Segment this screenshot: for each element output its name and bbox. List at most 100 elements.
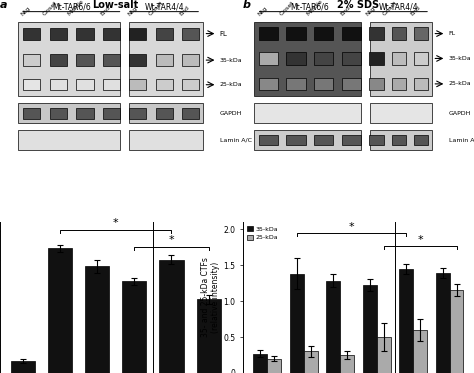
Bar [314,52,333,65]
Text: 35-kDa: 35-kDa [219,57,242,63]
Bar [155,79,173,90]
Bar [76,107,94,119]
Text: End: End [100,5,111,17]
Text: GAPDH: GAPDH [219,110,242,116]
Text: Wt-TAR4/4: Wt-TAR4/4 [145,2,184,11]
Text: Low-salt: Low-salt [92,0,139,10]
Bar [129,54,146,66]
Bar [377,337,391,373]
Bar [314,27,333,40]
Bar [414,78,428,90]
Bar [369,135,384,145]
Bar [122,281,146,373]
Bar [363,285,377,373]
Bar [258,52,278,65]
Bar [129,22,203,97]
Text: Onset: Onset [42,0,58,17]
Text: Middle: Middle [67,0,85,17]
Bar [76,28,94,40]
Text: a: a [0,0,8,10]
Text: Mt-TAR6/6: Mt-TAR6/6 [52,2,91,11]
Bar [76,79,94,90]
Text: Ntg: Ntg [365,5,376,17]
Text: 25-kDa: 25-kDa [219,82,242,87]
Bar [129,103,203,123]
Text: Ntg: Ntg [20,5,32,17]
Legend: 35-kDa, 25-kDa: 35-kDa, 25-kDa [246,225,279,242]
Text: *: * [113,219,118,228]
Bar [286,135,306,145]
Text: Ntg: Ntg [127,5,138,17]
Text: FL: FL [219,31,228,37]
Text: GAPDH: GAPDH [448,110,471,116]
Bar [255,103,361,123]
Bar [18,103,120,123]
Bar [23,107,40,119]
Text: Middle: Middle [306,0,324,17]
Bar [258,78,278,90]
Text: *: * [417,235,423,245]
Bar [414,27,428,40]
Bar [267,358,281,373]
Text: End: End [178,5,191,17]
Bar [182,54,199,66]
Bar [286,52,306,65]
Text: Onset: Onset [279,0,296,17]
Bar [197,299,221,373]
Text: Onset: Onset [382,0,399,17]
Bar [103,28,120,40]
Bar [258,27,278,40]
Text: *: * [169,235,174,245]
Text: 2% SDS: 2% SDS [337,0,380,10]
Text: Lamin A/C: Lamin A/C [448,137,474,142]
Bar [129,107,146,119]
Text: *: * [349,222,354,232]
Bar [342,78,361,90]
Bar [255,130,361,150]
Text: FL: FL [448,31,456,36]
Bar [392,52,406,65]
Bar [18,130,120,150]
Bar [103,54,120,66]
Bar [340,355,354,373]
Text: Wt-TAR4/4: Wt-TAR4/4 [379,2,419,11]
Bar [342,135,361,145]
Bar [369,78,384,90]
Bar [129,79,146,90]
Bar [258,135,278,145]
Bar [255,22,361,97]
Bar [414,135,428,145]
Text: b: b [243,0,251,10]
Bar [159,260,183,373]
Text: Onset: Onset [147,0,164,17]
Bar [369,52,384,65]
Bar [314,78,333,90]
Bar [369,27,384,40]
Bar [50,28,67,40]
Text: Ntg: Ntg [257,5,268,17]
Bar [23,54,40,66]
Bar [314,135,333,145]
Bar [399,269,413,373]
Bar [342,27,361,40]
Bar [450,290,464,373]
Bar [50,107,67,119]
Bar [414,52,428,65]
Bar [103,107,120,119]
Bar [155,28,173,40]
Bar [155,54,173,66]
Bar [304,351,318,373]
Text: 35-kDa: 35-kDa [448,56,471,61]
Bar [436,273,450,373]
Bar [50,54,67,66]
Bar [326,281,340,373]
Bar [392,27,406,40]
Bar [10,361,35,373]
Bar [129,130,203,150]
Bar [342,52,361,65]
Text: 25-kDa: 25-kDa [448,81,471,87]
Bar [286,78,306,90]
Bar [182,107,199,119]
Text: End: End [339,5,351,17]
Bar [48,248,72,373]
